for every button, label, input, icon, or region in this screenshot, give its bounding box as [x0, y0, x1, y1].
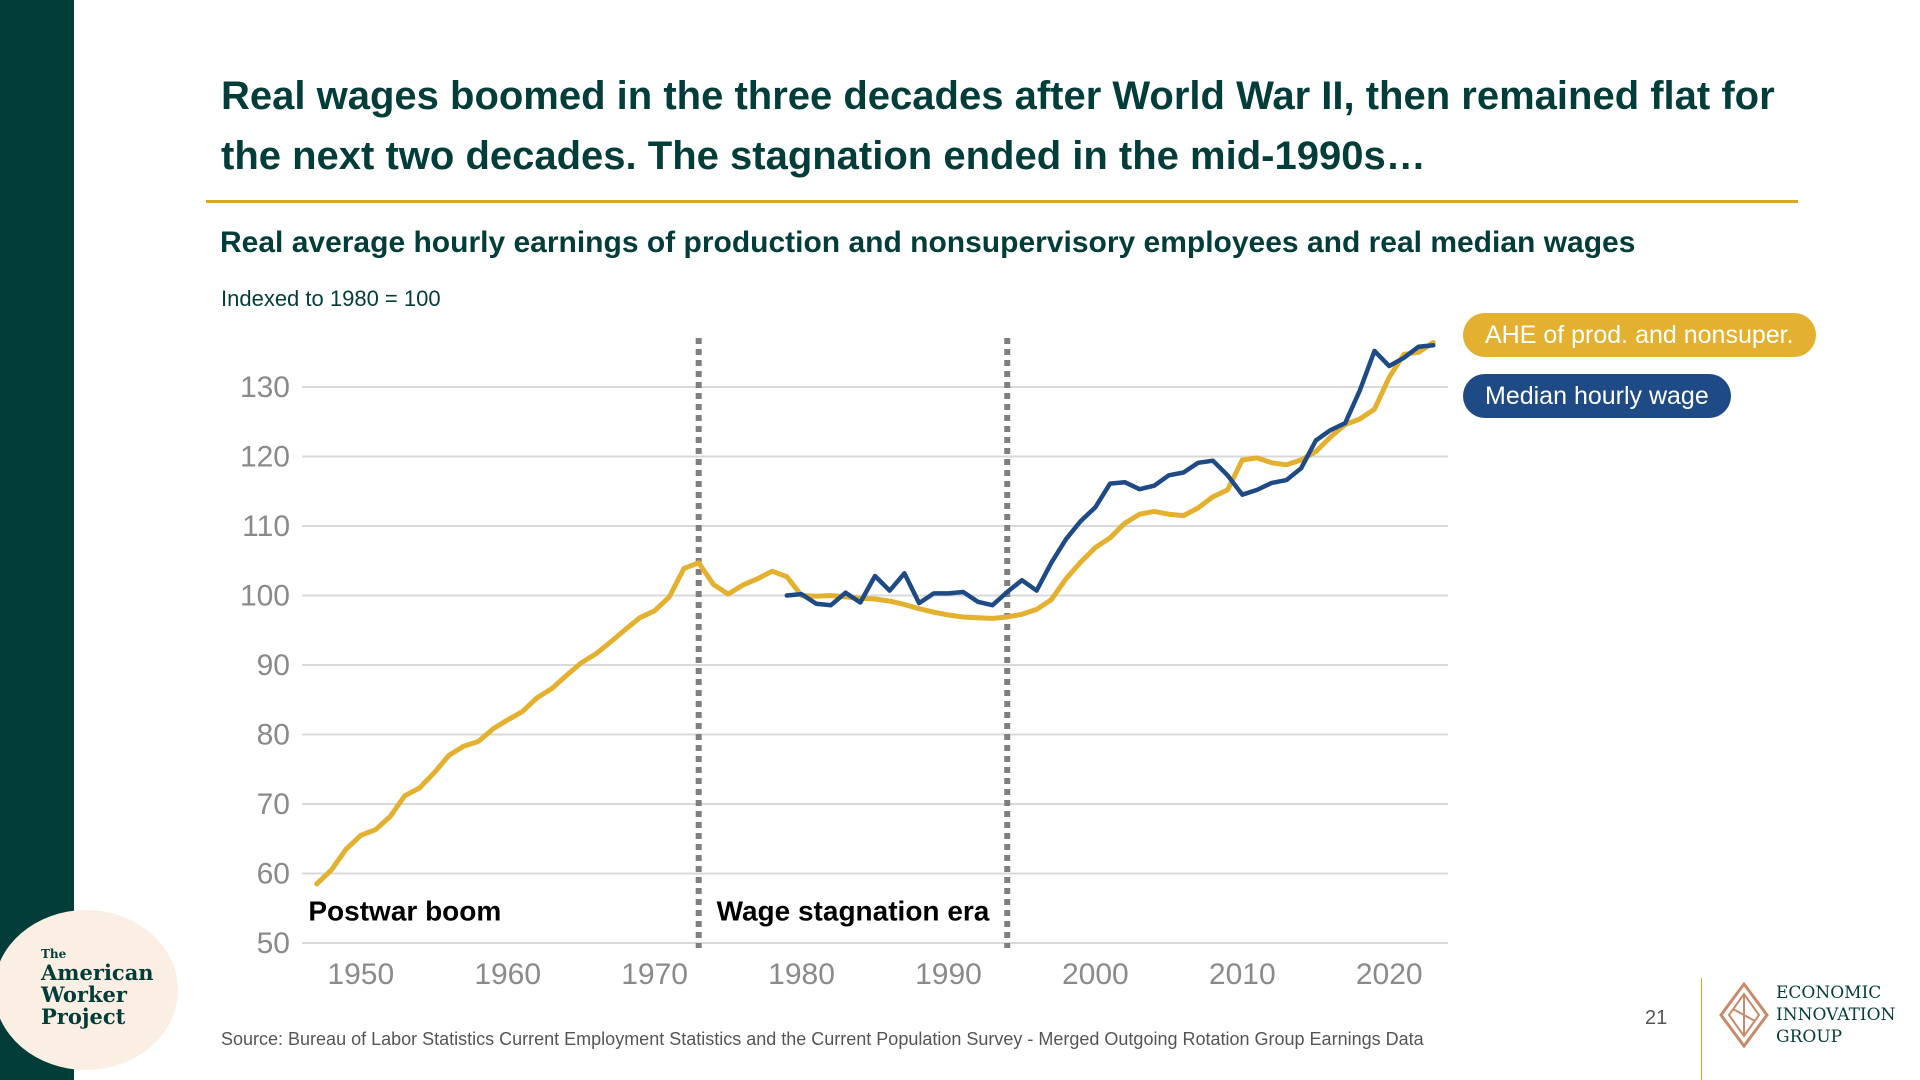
y-tick-label: 100: [240, 580, 290, 613]
y-tick-label: 50: [257, 927, 290, 960]
median-series-line: [784, 343, 1436, 608]
y-tick-label: 70: [257, 788, 290, 821]
x-tick-label: 2020: [1356, 958, 1423, 991]
y-tick-label: 80: [257, 719, 290, 752]
title-divider: [206, 200, 1798, 203]
y-tick-label: 60: [257, 858, 290, 891]
eig-line-1: ECONOMIC: [1776, 983, 1882, 1003]
legend-median: Median hourly wage: [1463, 374, 1731, 418]
slide-title: Real wages boomed in the three decades a…: [221, 74, 1775, 178]
logo-the: The: [41, 947, 67, 961]
index-note: Indexed to 1980 = 100: [221, 286, 441, 311]
wage-stagnation-label: Wage stagnation era: [717, 896, 990, 927]
ahe-series-line: [314, 340, 1436, 887]
page-number: 21: [1645, 1007, 1668, 1029]
sidebar: [0, 0, 74, 1080]
x-tick-label: 1990: [915, 958, 982, 991]
x-tick-label: 1960: [474, 958, 541, 991]
x-tick-label: 2010: [1209, 958, 1276, 991]
x-tick-label: 1980: [768, 958, 835, 991]
series-lines: [314, 340, 1436, 887]
logo-project: Project: [41, 1004, 126, 1029]
footer-divider: [1701, 978, 1702, 1080]
eig-line-3: GROUP: [1776, 1027, 1843, 1047]
period-annotations: Postwar boom Wage stagnation era: [308, 896, 989, 927]
x-tick-labels: 1950 1960 1970 1980 1990 2000 2010 2020: [327, 958, 1422, 991]
y-tick-label: 130: [240, 371, 290, 404]
eig-diamond-icon: [1719, 982, 1769, 1048]
postwar-boom-label: Postwar boom: [308, 896, 501, 927]
logo-american: American: [41, 960, 154, 985]
y-tick-labels: 50 60 70 80 90 100 110 120 130: [240, 371, 290, 960]
x-tick-label: 2000: [1062, 958, 1129, 991]
grid-layer: [302, 386, 1448, 944]
eig-wordmark: ECONOMIC INNOVATION GROUP: [1776, 982, 1895, 1048]
source-note: Source: Bureau of Labor Statistics Curre…: [221, 1029, 1424, 1049]
american-worker-project-badge: [0, 910, 178, 1070]
y-tick-label: 90: [257, 649, 290, 682]
logo-worker: Worker: [41, 982, 127, 1007]
y-tick-label: 120: [240, 441, 290, 474]
x-tick-label: 1950: [327, 958, 394, 991]
eig-line-2: INNOVATION: [1776, 1005, 1896, 1025]
legend-ahe: AHE of prod. and nonsuper.: [1463, 313, 1816, 357]
chart-subtitle: Real average hourly earnings of producti…: [220, 226, 1636, 259]
y-tick-label: 110: [242, 510, 290, 543]
x-tick-label: 1970: [621, 958, 688, 991]
period-lines: [695, 338, 1011, 948]
american-worker-project-logo: The American Worker Project: [41, 948, 154, 1028]
